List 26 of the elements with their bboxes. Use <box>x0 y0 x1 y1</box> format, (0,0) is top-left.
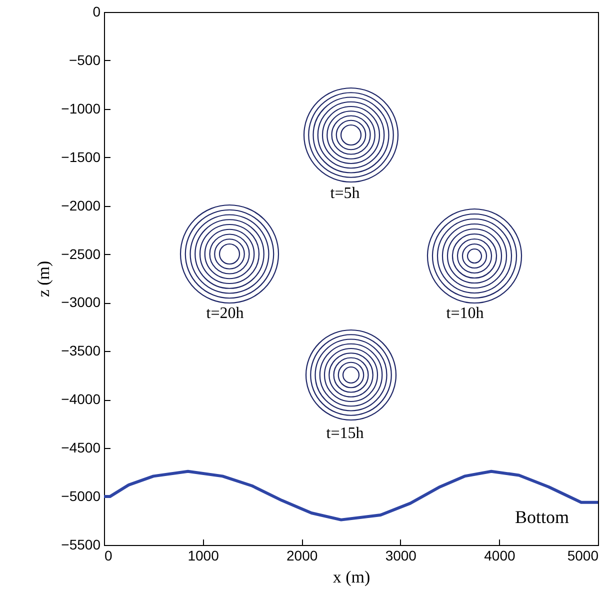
y-tick-label: −500 <box>68 52 101 68</box>
y-tick-label: −4000 <box>61 391 101 408</box>
x-axis-title: x (m) <box>332 568 370 586</box>
y-tick-label: −2000 <box>61 197 101 214</box>
y-tick-label: −1500 <box>61 148 101 165</box>
y-tick-label: −5000 <box>61 488 101 504</box>
annotation: Bottom <box>514 507 569 527</box>
y-tick-label: −3000 <box>61 294 101 310</box>
x-tick-label: 0 <box>104 548 112 564</box>
x-tick-label: 4000 <box>484 548 516 564</box>
x-tick-label: 3000 <box>385 548 417 564</box>
y-tick-label: −4500 <box>61 440 101 456</box>
annotation: t=20h <box>206 305 244 322</box>
x-tick-label: 1000 <box>188 548 220 564</box>
y-tick-label: 0 <box>92 4 101 20</box>
annotation: t=10h <box>446 305 484 322</box>
x-tick-label: 5000 <box>567 548 599 564</box>
y-tick-label: −2500 <box>61 246 101 262</box>
y-tick-label: −1000 <box>61 100 101 116</box>
annotation: t=15h <box>326 425 364 442</box>
y-tick-label: −3500 <box>61 342 101 359</box>
y-axis-title: z (m) <box>34 260 54 298</box>
x-tick-label: 2000 <box>286 548 318 564</box>
line-series <box>104 470 598 522</box>
y-tick-label: −5500 <box>61 536 101 552</box>
annotation: t=5h <box>330 185 360 202</box>
